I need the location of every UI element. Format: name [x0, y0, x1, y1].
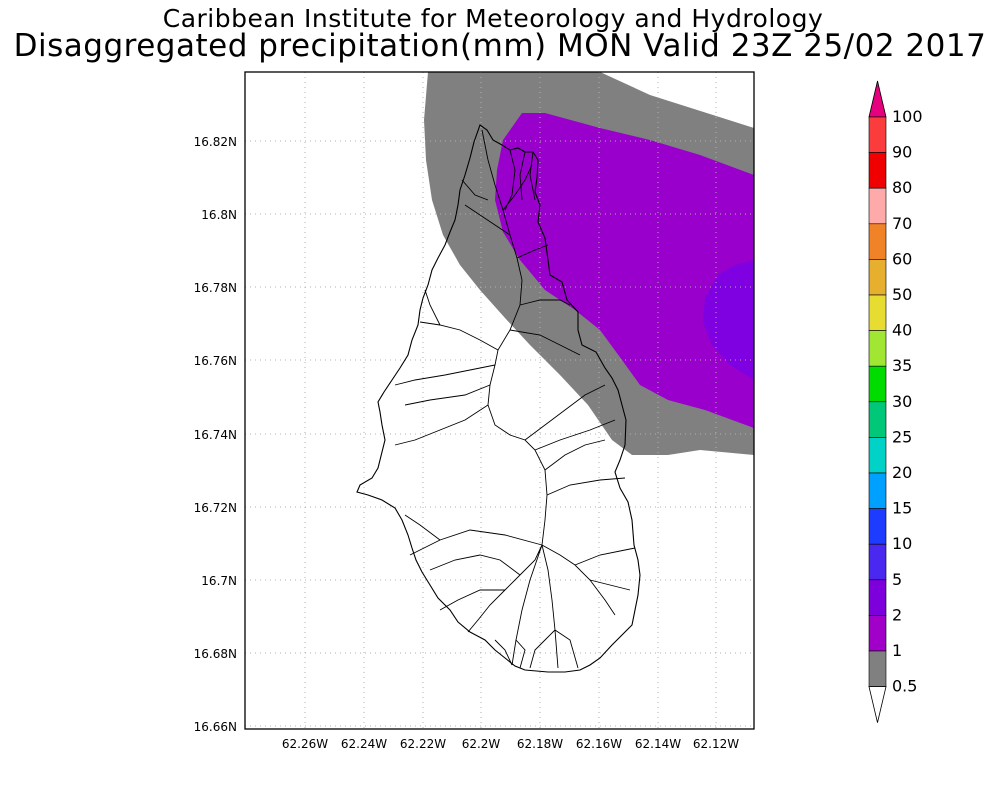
- lon-tick-label: 62.2W: [462, 737, 501, 751]
- colorbar-segment: [868, 259, 887, 296]
- colorbar-label: 2: [892, 605, 902, 624]
- lat-tick-label: 16.8N: [201, 208, 237, 222]
- colorbar-label: 15: [892, 499, 912, 518]
- colorbar-segment: [868, 401, 887, 438]
- lat-tick-label: 16.66N: [194, 720, 237, 734]
- colorbar-segment: [868, 472, 887, 509]
- colorbar-label: 50: [892, 285, 912, 304]
- institute-title: Caribbean Institute for Meteorology and …: [162, 4, 824, 33]
- product-title: Disaggregated precipitation(mm) MON Vali…: [13, 28, 987, 64]
- colorbar-label: 80: [892, 178, 912, 197]
- island-coastline: [356, 124, 641, 673]
- colorbar-label: 40: [892, 321, 912, 340]
- lat-tick-label: 16.7N: [201, 574, 237, 588]
- lon-tick-label: 62.16W: [576, 737, 622, 751]
- lat-tick-label: 16.68N: [194, 647, 237, 661]
- colorbar-segment: [868, 508, 887, 545]
- precipitation-colorbar: 100 90 80 70 60 50 40 35 30 25 20 15 10 5 2 1 0.5: [868, 80, 923, 723]
- map-frame: [244, 71, 755, 730]
- colorbar-label: 30: [892, 392, 912, 411]
- colorbar-segment: [868, 365, 887, 403]
- colorbar-top-arrow: [868, 80, 887, 118]
- colorbar-segment: [868, 152, 887, 189]
- lon-tick-label: 62.18W: [517, 737, 563, 751]
- colorbar-label: 0.5: [892, 677, 917, 696]
- colorbar-label: 100: [892, 107, 923, 126]
- lat-tick-label: 16.78N: [194, 281, 237, 295]
- colorbar-label: 60: [892, 249, 912, 268]
- lat-tick-label: 16.82N: [194, 135, 237, 149]
- lon-tick-label: 62.14W: [635, 737, 681, 751]
- colorbar-label: 20: [892, 463, 912, 482]
- colorbar-segment: [868, 615, 887, 652]
- precip-area-1-2: [495, 113, 754, 428]
- lat-tick-label: 16.72N: [194, 501, 237, 515]
- colorbar-label: 90: [892, 143, 912, 162]
- colorbar-label: 35: [892, 356, 912, 375]
- lon-tick-label: 62.12W: [693, 737, 739, 751]
- lon-tick-label: 62.22W: [400, 737, 446, 751]
- colorbar-segment: [868, 223, 887, 260]
- colorbar-segment: [868, 294, 887, 331]
- colorbar-segment: [868, 437, 887, 474]
- colorbar-segment: [868, 330, 887, 367]
- colorbar-label: 1: [892, 641, 902, 660]
- colorbar-bottom-arrow: [868, 686, 887, 723]
- colorbar-segment: [868, 543, 887, 581]
- colorbar-label: 70: [892, 214, 912, 233]
- longitude-axis: 62.26W 62.24W 62.22W 62.2W 62.18W 62.16W…: [282, 737, 739, 751]
- lon-tick-label: 62.24W: [341, 737, 387, 751]
- colorbar-segment: [868, 187, 887, 225]
- lon-tick-label: 62.26W: [282, 737, 328, 751]
- island-outline: [356, 124, 641, 673]
- lat-tick-label: 16.74N: [194, 428, 237, 442]
- colorbar-segment: [868, 579, 887, 616]
- precip-area-2-5: [703, 260, 754, 380]
- colorbar-segment: [868, 116, 887, 153]
- latitude-axis: 16.82N 16.8N 16.78N 16.76N 16.74N 16.72N…: [194, 135, 237, 734]
- watershed-lines: [394, 129, 636, 669]
- colorbar-label: 25: [892, 427, 912, 446]
- colorbar-segment: [868, 650, 887, 687]
- colorbar-label: 5: [892, 570, 902, 589]
- lat-tick-label: 16.76N: [194, 354, 237, 368]
- colorbar-label: 10: [892, 534, 912, 553]
